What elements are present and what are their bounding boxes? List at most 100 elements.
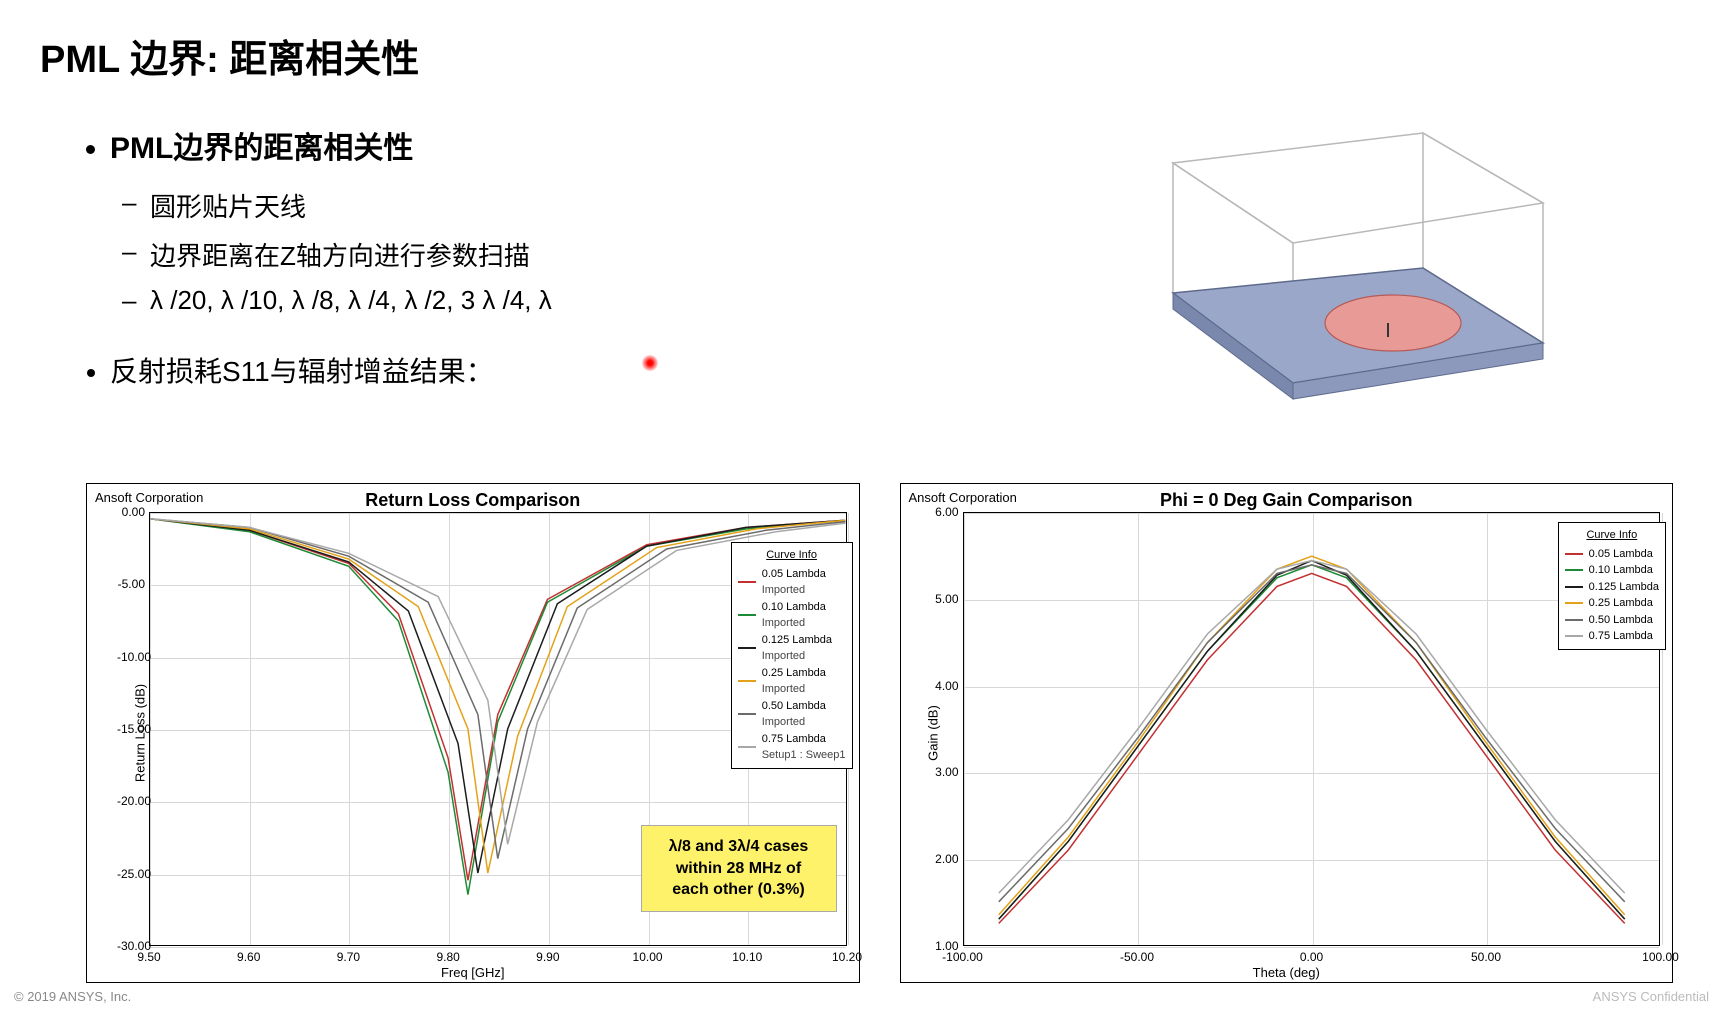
y-tick: -10.00 (117, 650, 145, 664)
legend-label: 0.25 Lambda (1589, 595, 1653, 612)
legend-item: 0.05 Lambda (1565, 546, 1659, 563)
x-tick: 10.10 (732, 950, 762, 964)
legend-item: 0.25 LambdaImported (738, 665, 846, 698)
legend-sublabel: Imported (762, 648, 832, 665)
legend-swatch (738, 680, 756, 682)
chart-title: Phi = 0 Deg Gain Comparison (1160, 490, 1413, 511)
y-axis-label: Gain (dB) (925, 705, 940, 761)
series-line (998, 565, 1624, 902)
sub-bullet-2: λ /20, λ /10, λ /8, λ /4, λ /2, 3 λ /4, … (150, 279, 963, 322)
y-tick: 4.00 (931, 679, 959, 693)
content-row: PML边界的距离相关性 圆形贴片天线 边界距离在Z轴方向进行参数扫描 λ /20… (0, 83, 1723, 463)
legend-item: 0.25 Lambda (1565, 595, 1659, 612)
legend-swatch (738, 713, 756, 715)
series-line (998, 573, 1624, 923)
x-tick: 10.20 (832, 950, 862, 964)
laser-pointer-icon (642, 355, 658, 371)
y-tick: 2.00 (931, 852, 959, 866)
legend-item: 0.75 LambdaSetup1 : Sweep1 (738, 731, 846, 764)
x-tick: -50.00 (1120, 950, 1154, 964)
bullet-main: PML边界的距离相关性 (110, 123, 963, 167)
legend-sublabel: Imported (762, 615, 826, 632)
x-tick: -100.00 (942, 950, 983, 964)
legend-sublabel: Imported (762, 681, 826, 698)
legend-label: 0.75 Lambda (762, 731, 846, 748)
legend-item: 0.10 Lambda (1565, 562, 1659, 579)
x-tick: 10.00 (633, 950, 663, 964)
legend-label: 0.10 Lambda (762, 599, 826, 616)
x-tick: 9.90 (536, 950, 559, 964)
y-tick: -15.00 (117, 722, 145, 736)
x-tick: 100.00 (1642, 950, 1679, 964)
x-tick: 9.60 (237, 950, 260, 964)
x-tick: 0.00 (1300, 950, 1323, 964)
plot-area (963, 512, 1661, 946)
y-tick: 5.00 (931, 592, 959, 606)
legend-sublabel: Imported (762, 714, 826, 731)
legend-swatch (1565, 586, 1583, 588)
legend-item: 0.125 Lambda (1565, 579, 1659, 596)
x-tick: 9.80 (436, 950, 459, 964)
legend: Curve Info 0.05 Lambda0.10 Lambda0.125 La… (1558, 522, 1666, 650)
legend-item: 0.10 LambdaImported (738, 599, 846, 632)
x-axis-label: Freq [GHz] (441, 965, 505, 980)
legend-label: 0.50 Lambda (1589, 612, 1653, 629)
antenna-3d-model (1103, 123, 1563, 463)
series-line (998, 565, 1624, 919)
chart-vendor: Ansoft Corporation (95, 490, 203, 505)
charts-row: Ansoft Corporation Return Loss Comparison… (0, 463, 1723, 983)
legend-swatch (738, 746, 756, 748)
legend-label: 0.75 Lambda (1589, 628, 1653, 645)
legend-swatch (1565, 602, 1583, 604)
legend-swatch (1565, 635, 1583, 637)
y-tick: -5.00 (117, 577, 145, 591)
legend-item: 0.125 LambdaImported (738, 632, 846, 665)
legend-title: Curve Info (1565, 527, 1659, 544)
x-tick: 9.70 (337, 950, 360, 964)
y-tick: -20.00 (117, 794, 145, 808)
legend-swatch (738, 614, 756, 616)
slide-title: PML 边界: 距离相关性 (0, 0, 1723, 83)
legend-swatch (1565, 553, 1583, 555)
legend-title: Curve Info (738, 547, 846, 564)
legend-swatch (738, 647, 756, 649)
x-axis-label: Theta (deg) (1253, 965, 1320, 980)
right-column (963, 123, 1663, 463)
legend-swatch (738, 581, 756, 583)
legend-item: 0.50 Lambda (1565, 612, 1659, 629)
series-line (998, 556, 1624, 915)
y-tick: 3.00 (931, 765, 959, 779)
footer-confidential: ANSYS Confidential (1593, 989, 1709, 1004)
bullet-results: 反射损耗S11与辐射增益结果： (110, 350, 963, 390)
legend-swatch (1565, 619, 1583, 621)
legend: Curve Info0.05 LambdaImported0.10 Lambda… (731, 542, 853, 769)
legend-label: 0.05 Lambda (1589, 546, 1653, 563)
legend-label: 0.125 Lambda (1589, 579, 1659, 596)
x-tick: 9.50 (137, 950, 160, 964)
legend-sublabel: Setup1 : Sweep1 (762, 747, 846, 764)
series-line (998, 561, 1624, 920)
sub-bullet-0: 圆形贴片天线 (150, 181, 963, 230)
legend-sublabel: Imported (762, 582, 826, 599)
chart-vendor: Ansoft Corporation (909, 490, 1017, 505)
legend-label: 0.125 Lambda (762, 632, 832, 649)
legend-label: 0.05 Lambda (762, 566, 826, 583)
legend-item: 0.75 Lambda (1565, 628, 1659, 645)
legend-label: 0.25 Lambda (762, 665, 826, 682)
chart-title: Return Loss Comparison (365, 490, 580, 511)
y-tick: 6.00 (931, 505, 959, 519)
sub-bullet-1: 边界距离在Z轴方向进行参数扫描 (150, 230, 963, 279)
legend-item: 0.05 LambdaImported (738, 566, 846, 599)
legend-item: 0.50 LambdaImported (738, 698, 846, 731)
chart-annotation: λ/8 and 3λ/4 caseswithin 28 MHz ofeach o… (641, 825, 837, 912)
y-tick: -25.00 (117, 867, 145, 881)
series-line (998, 561, 1624, 894)
legend-label: 0.50 Lambda (762, 698, 826, 715)
return-loss-chart: Ansoft Corporation Return Loss Comparison… (86, 483, 860, 983)
y-tick: 0.00 (117, 505, 145, 519)
footer-copyright: © 2019 ANSYS, Inc. (14, 989, 131, 1004)
legend-label: 0.10 Lambda (1589, 562, 1653, 579)
left-column: PML边界的距离相关性 圆形贴片天线 边界距离在Z轴方向进行参数扫描 λ /20… (80, 123, 963, 463)
legend-swatch (1565, 569, 1583, 571)
gain-chart: Ansoft Corporation Phi = 0 Deg Gain Compa… (900, 483, 1674, 983)
